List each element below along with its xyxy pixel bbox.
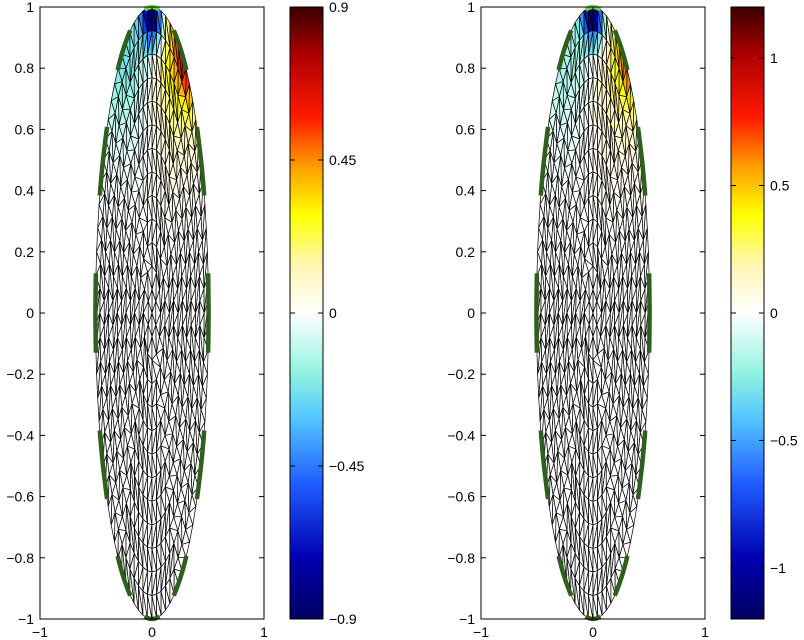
mesh-element	[182, 300, 188, 326]
electrode-5	[635, 430, 648, 500]
mesh-element	[177, 300, 183, 338]
x-tick-label: −1	[473, 624, 489, 640]
x-tick-label: 1	[260, 624, 268, 640]
electrodes	[93, 4, 211, 622]
y-tick-label: −0.4	[447, 427, 475, 443]
y-tick-label: 0.6	[15, 121, 35, 137]
y-tick-label: 1	[26, 0, 34, 15]
electrode-9	[97, 430, 110, 500]
mesh-element	[600, 300, 607, 337]
mesh-element	[640, 300, 646, 326]
colorbar-tick-label: 0	[329, 305, 337, 321]
colorbar-scale	[289, 6, 324, 620]
electrode-4	[205, 273, 211, 353]
y-tick-label: 0.6	[456, 121, 476, 137]
axes: −1 0 1 1 0.8 0.6 0.4 0.2 0 −0.2 −0.4 −0.6 −0.8 −1	[447, 0, 709, 640]
mesh	[536, 6, 650, 620]
electrode-3	[635, 126, 648, 196]
colorbar-tick-label: 0.5	[770, 178, 790, 194]
y-tick-label: −0.8	[447, 550, 475, 566]
electrode-5	[194, 430, 207, 500]
electrode-10	[93, 273, 99, 353]
electrode-8	[115, 555, 133, 597]
electrode-8	[556, 555, 574, 597]
y-tick-label: −0.4	[6, 427, 34, 443]
mesh-element	[194, 300, 201, 338]
mesh-element	[631, 300, 637, 326]
y-tick-label: 0.8	[15, 60, 35, 76]
mesh-element	[605, 300, 611, 326]
y-tick-label: −1	[459, 611, 475, 627]
colorbar-tick-label: 0	[770, 305, 778, 321]
colorbar-tick-label: 0.9	[329, 0, 349, 15]
mesh-element	[173, 300, 179, 326]
y-tick-label: 0	[26, 305, 34, 321]
colorbar-tick-label: −0.9	[329, 611, 357, 627]
electrode-2	[171, 29, 189, 71]
electrode-3	[194, 126, 207, 196]
y-tick-label: 0.2	[456, 244, 476, 260]
mesh-element	[635, 300, 642, 338]
panel-right: −1 0 1 1 0.8 0.6 0.4 0.2 0 −0.2 −0.4 −0.6 −0.8 −1 1 0.5…	[447, 0, 797, 640]
electrodes	[534, 4, 652, 622]
mesh-element	[614, 300, 620, 326]
mesh-element	[623, 300, 629, 326]
electrode-12	[556, 29, 574, 71]
y-tick-label: 0.4	[15, 183, 35, 199]
x-tick-label: 0	[589, 624, 597, 640]
electrode-9	[538, 430, 551, 500]
mesh-element	[155, 300, 162, 326]
electrode-4	[646, 273, 652, 353]
mesh-element	[190, 300, 196, 326]
colorbar-tick-label: −0.5	[770, 433, 798, 449]
mesh	[95, 6, 209, 620]
y-tick-label: 0.4	[456, 183, 476, 199]
y-tick-label: −0.8	[6, 550, 34, 566]
mesh-element	[199, 300, 205, 326]
electrode-11	[97, 126, 110, 196]
colorbar-tick-label: −0.45	[329, 458, 365, 474]
x-tick-label: 0	[148, 624, 156, 640]
electrode-6	[171, 555, 189, 597]
y-tick-label: −0.6	[6, 489, 34, 505]
mesh-element	[596, 300, 603, 326]
electrode-6	[612, 555, 630, 597]
y-tick-label: −1	[18, 611, 34, 627]
colorbar: 1 0.5 0 −0.5 −1	[730, 6, 798, 620]
x-tick-label: −1	[32, 624, 48, 640]
y-tick-label: 0	[467, 305, 475, 321]
y-tick-label: −0.2	[6, 366, 34, 382]
mesh-element	[168, 300, 174, 338]
colorbar-tick-label: 1	[770, 50, 778, 66]
mesh-element	[164, 300, 170, 326]
electrode-12	[115, 29, 133, 71]
x-tick-label: 1	[701, 624, 709, 640]
panel-left: −1 0 110.80.60.40.20−0.2−0.4−0.6−0.8−10.90…	[6, 0, 364, 640]
mesh-element	[186, 300, 192, 338]
y-tick-label: −0.2	[447, 366, 475, 382]
electrode-10	[534, 273, 540, 353]
colorbar-tick-label: 0.45	[329, 152, 356, 168]
colorbar-scale	[730, 6, 765, 620]
mesh-element	[618, 300, 624, 338]
colorbar-tick-label: −1	[770, 560, 786, 576]
mesh-element	[609, 300, 615, 338]
y-tick-label: −0.6	[447, 489, 475, 505]
electrode-11	[538, 126, 551, 196]
colorbar: 0.9 0.45 0 −0.45 −0.9	[289, 0, 365, 627]
y-tick-label: 0.2	[15, 244, 35, 260]
y-tick-label: 1	[467, 0, 475, 15]
axes: −1 0 1 1 0.8 0.6 0.4 0.2 0 −0.2 −0.4 −0.6 −0.8 −1	[6, 0, 268, 640]
electrode-2	[612, 29, 630, 71]
y-tick-label: 0.8	[456, 60, 476, 76]
mesh-element	[159, 300, 166, 337]
mesh-element	[627, 300, 633, 338]
